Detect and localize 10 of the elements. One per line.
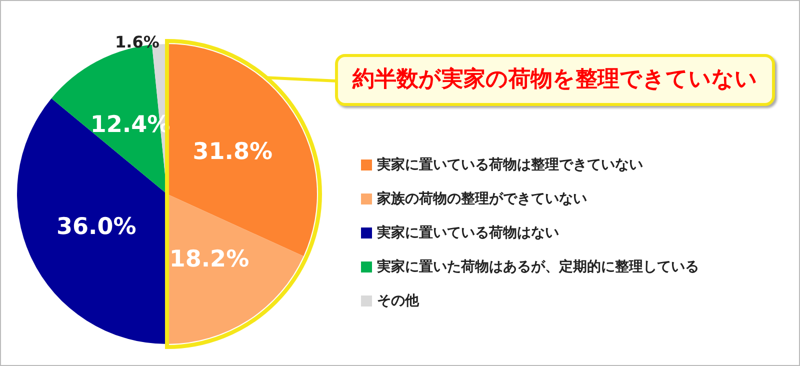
legend-label: その他 — [377, 293, 420, 309]
data-label: 1.6% — [114, 32, 160, 52]
data-label: 18.2% — [169, 246, 250, 273]
data-label: 31.8% — [192, 138, 272, 165]
data-label: 36.0% — [56, 214, 136, 240]
legend-label: 実家に置いている荷物はない — [377, 224, 559, 241]
legend-label: 実家に置いた荷物はあるが、定期的に整理している — [377, 258, 699, 275]
text: 約半数が実家の荷物を整理できていない — [335, 54, 775, 106]
legend-label: 実家に置いている荷物は整理できていない — [377, 156, 643, 173]
legend-label: 家族の荷物の整理ができていない — [376, 190, 587, 207]
